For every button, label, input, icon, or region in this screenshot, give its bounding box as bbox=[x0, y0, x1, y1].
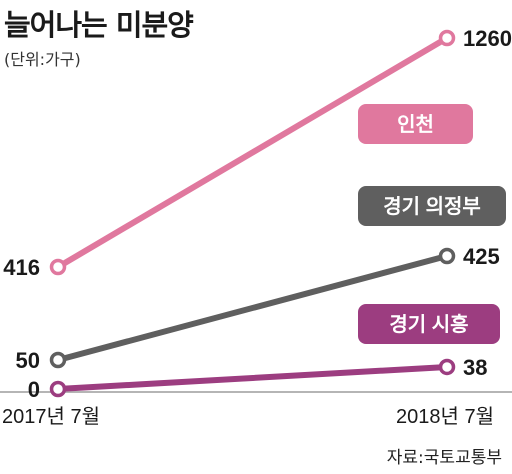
data-point-incheon-end bbox=[438, 29, 456, 47]
series-badge-incheon bbox=[358, 104, 473, 144]
series-badge-uijeongbu bbox=[358, 186, 506, 226]
value-label-incheon-start: 416 bbox=[3, 255, 40, 280]
series-line-incheon bbox=[55, 35, 450, 270]
series-line-siheung bbox=[55, 363, 450, 392]
value-label-siheung-end: 38 bbox=[463, 355, 487, 380]
data-point-siheung-start bbox=[49, 380, 67, 398]
series-badge-label-siheung: 경기 시흥 bbox=[389, 312, 468, 336]
series-badge-label-incheon: 인천 bbox=[397, 113, 434, 136]
source-note: 자료:국토교통부 bbox=[386, 448, 502, 468]
data-point-uijeongbu-end bbox=[438, 247, 456, 265]
value-label-uijeongbu-start: 50 bbox=[16, 348, 40, 373]
data-point-incheon-start bbox=[49, 258, 67, 276]
chart-title: 늘어나는 미분양 bbox=[4, 8, 194, 42]
series-badge-siheung bbox=[358, 304, 500, 344]
data-point-siheung-end bbox=[438, 358, 456, 376]
x-tick-label-0: 2017년 7월 bbox=[2, 405, 100, 428]
value-label-incheon-end: 1260 bbox=[463, 26, 512, 51]
value-label-uijeongbu-end: 425 bbox=[463, 244, 500, 269]
x-tick-label-1: 2018년 7월 bbox=[396, 405, 494, 428]
series-line-uijeongbu bbox=[55, 253, 450, 363]
unit-label: (단위:가구) bbox=[4, 50, 81, 69]
value-label-siheung-start: 0 bbox=[28, 377, 40, 402]
series-badge-label-uijeongbu: 경기 의정부 bbox=[383, 195, 481, 218]
data-point-uijeongbu-start bbox=[49, 351, 67, 369]
